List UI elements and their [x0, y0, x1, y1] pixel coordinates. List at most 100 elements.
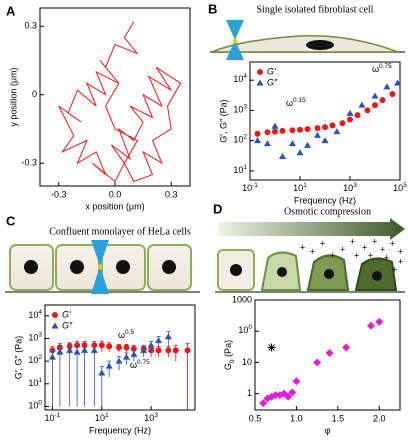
x-tick-label: 10-1 [45, 412, 61, 424]
legend-label: G′ [267, 66, 276, 76]
x-tick-label: 101 [293, 182, 307, 194]
x-tick-label: 105 [393, 182, 407, 194]
data-point [288, 388, 297, 397]
data-point [172, 347, 179, 354]
x-tick-label: 2.0 [373, 413, 386, 423]
data-point [333, 128, 341, 135]
data-point [279, 152, 287, 159]
panel-label: D [213, 201, 222, 216]
x-tick-label: 0.5 [249, 413, 262, 423]
x-axis-label: Frequency (Hz) [294, 195, 356, 205]
data-point [358, 101, 366, 108]
error-bar [92, 343, 97, 407]
y-tick-label: 0 [32, 89, 37, 99]
x-tick-label: 103 [144, 412, 158, 424]
svg-text:+: + [320, 238, 325, 248]
monolayer-diagram [5, 240, 200, 294]
data-point [292, 377, 301, 386]
svg-text:+: + [390, 238, 395, 248]
x-axis-label: x position (μm) [85, 201, 144, 211]
svg-text:+: + [330, 250, 335, 260]
x-axis-label: Frequency (Hz) [89, 425, 151, 435]
svg-text:+: + [372, 236, 377, 246]
x-tick-label: 0.3 [165, 189, 178, 199]
annotation: ω0.75 [372, 63, 392, 75]
data-point [364, 107, 371, 114]
y-axis-label: G′, G″ (Pa) [218, 99, 228, 142]
data-point [313, 358, 322, 367]
data-point [90, 346, 98, 353]
data-point [66, 346, 74, 353]
legend-marker [257, 69, 263, 75]
data-point [81, 346, 89, 353]
data-point [259, 399, 268, 408]
data-point [130, 350, 138, 357]
diagram-title: Osmotic compression [284, 206, 371, 217]
data-point [48, 353, 56, 360]
y-tick-label: 102 [233, 133, 247, 145]
data-point [321, 137, 329, 144]
data-point [98, 342, 105, 349]
y-tick-label: 100 [238, 324, 252, 336]
data-point [155, 347, 162, 354]
data-point [314, 125, 321, 132]
x-tick-label: 101 [95, 412, 109, 424]
data-point [347, 116, 353, 123]
data-point [389, 90, 396, 97]
data-point [254, 130, 261, 137]
legend-marker [256, 79, 264, 86]
data-point [279, 127, 286, 134]
panel-label: A [6, 3, 16, 18]
data-point [73, 348, 81, 355]
plot-frame [39, 7, 191, 187]
data-point [346, 109, 354, 116]
diagram-title: Single isolated fibroblast cell [257, 4, 374, 15]
y-tick-label: 104 [28, 309, 42, 321]
svg-text:+: + [310, 246, 315, 256]
data-point [379, 97, 386, 104]
data-point [342, 343, 351, 352]
error-bar [67, 343, 72, 407]
svg-text:+: + [362, 242, 367, 252]
y-tick-label: 101 [28, 377, 42, 389]
data-point [271, 391, 280, 400]
y-tick-label: 0.3 [24, 21, 37, 31]
panel-label: C [6, 213, 16, 228]
legend-label: G″ [62, 320, 73, 330]
data-point [325, 349, 334, 358]
x-tick-label: 10-1 [242, 182, 258, 194]
data-point [164, 333, 172, 340]
data-point [394, 79, 402, 86]
data-point [115, 357, 123, 364]
svg-text:+: + [354, 250, 359, 260]
svg-text:+: + [340, 244, 345, 254]
data-point [304, 126, 311, 133]
y-tick-label: 103 [28, 331, 42, 343]
data-point [122, 353, 130, 360]
data-point [354, 112, 361, 119]
data-point [105, 362, 113, 369]
trajectory [58, 21, 182, 183]
y-axis-label: G0 (Pa) [223, 340, 235, 370]
data-point [155, 337, 163, 344]
data-point [272, 128, 278, 135]
data-point [147, 341, 155, 348]
plot-frame [254, 299, 401, 411]
data-point [367, 321, 375, 330]
annotation: ω0.15 [286, 97, 306, 109]
data-point [375, 317, 384, 326]
data-point [289, 127, 296, 134]
legend-label: G′ [62, 309, 71, 319]
x-axis-label: φ [325, 425, 331, 435]
error-bar [57, 344, 62, 407]
plot-frame [249, 61, 401, 181]
svg-text:+: + [380, 244, 385, 254]
error-bar [185, 343, 190, 410]
data-point [304, 141, 312, 148]
data-point [296, 149, 304, 156]
data-point [116, 344, 123, 351]
diagram-title: Confluent monolayer of HeLa cells [49, 226, 191, 237]
data-point [288, 140, 296, 147]
x-tick-label: 0.0 [109, 189, 122, 199]
y-tick-label: 102 [28, 354, 42, 366]
